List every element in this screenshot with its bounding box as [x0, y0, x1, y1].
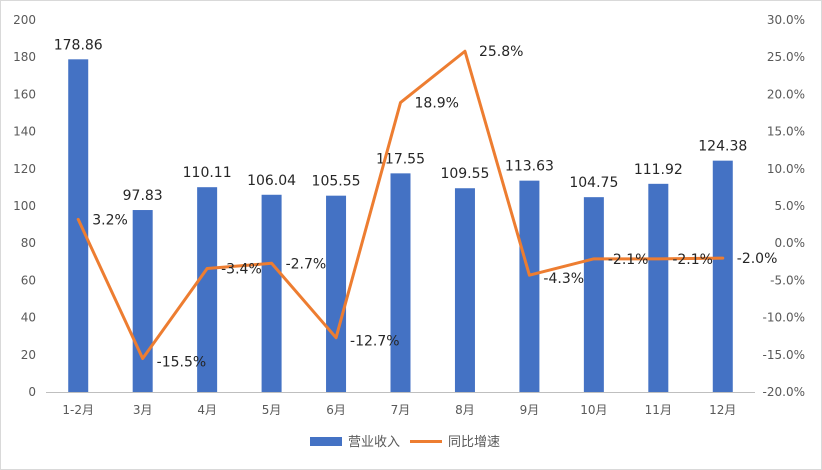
growth-line: [76, 49, 725, 361]
bar-value-label: 104.75: [569, 175, 618, 191]
x-tick-label: 7月: [391, 403, 411, 417]
bar-value-label: 124.38: [698, 139, 747, 155]
bar-value-label: 106.04: [247, 173, 296, 189]
left-tick-label: 140: [13, 125, 36, 139]
bar: [519, 180, 540, 392]
growth-value-label: 18.9%: [415, 96, 459, 112]
growth-value-label: 3.2%: [92, 212, 128, 228]
bar-value-label: 110.11: [183, 165, 232, 181]
bar-value-label: 105.55: [312, 174, 361, 190]
right-tick-label: 20.0%: [767, 87, 805, 101]
bar-value-label: 109.55: [440, 166, 489, 182]
bar: [712, 160, 733, 392]
left-tick-label: 20: [21, 348, 36, 362]
x-tick-label: 3月: [133, 403, 153, 417]
x-tick-label: 8月: [455, 403, 475, 417]
bar-data-labels: 178.86 97.83 110.11 106.04 105.55 117.55 109.5…: [54, 37, 748, 204]
bar-series: [68, 59, 733, 392]
left-tick-label: 120: [13, 162, 36, 176]
bar-value-label: 113.63: [505, 159, 554, 175]
bar-value-label: 117.55: [376, 151, 425, 167]
growth-value-label: -4.3%: [543, 271, 584, 287]
left-tick-label: 40: [21, 311, 36, 325]
bar: [454, 188, 475, 392]
bar: [197, 187, 218, 392]
right-tick-label: 25.0%: [767, 50, 805, 64]
x-tick-label: 12月: [709, 403, 736, 417]
right-tick-label: -5.0%: [770, 273, 805, 287]
line-data-labels: 3.2% -15.5% -3.4% -2.7% -12.7% 18.9% 25.8% -4.3…: [92, 44, 777, 370]
left-axis-ticks: 0 20 40 60 80 100 120 140 160 180 200: [13, 13, 36, 399]
growth-value-label: -3.4%: [221, 261, 262, 277]
x-tick-label: 4月: [197, 403, 217, 417]
growth-value-label: -2.1%: [672, 252, 713, 268]
left-tick-label: 60: [21, 273, 36, 287]
right-tick-label: -15.0%: [763, 348, 805, 362]
x-tick-label: 11月: [645, 403, 672, 417]
left-tick-label: 180: [13, 50, 36, 64]
bar: [68, 59, 89, 392]
legend-bar-swatch: [310, 437, 342, 446]
bar: [261, 194, 282, 392]
legend-bar-label: 营业收入: [348, 435, 400, 450]
bar-value-label: 178.86: [54, 37, 103, 53]
right-tick-label: 0.0%: [775, 236, 806, 250]
left-tick-label: 100: [13, 199, 36, 213]
left-tick-label: 200: [13, 13, 36, 27]
x-tick-label: 6月: [326, 403, 346, 417]
bar: [326, 195, 347, 392]
bar: [132, 210, 153, 392]
growth-value-label: -2.1%: [608, 252, 649, 268]
bar: [583, 197, 604, 392]
right-tick-label: -20.0%: [763, 385, 805, 399]
right-tick-label: 30.0%: [767, 13, 805, 27]
growth-value-label: 25.8%: [479, 44, 523, 60]
growth-value-label: -2.0%: [737, 251, 778, 267]
growth-value-label: -12.7%: [350, 334, 400, 350]
left-tick-label: 160: [13, 87, 36, 101]
x-tick-label: 5月: [262, 403, 282, 417]
legend: 营业收入 同比增速: [310, 435, 500, 450]
x-axis-ticks: 1-2月 3月 4月 5月 6月 7月 8月 9月 10月 11月 12月: [62, 403, 736, 417]
left-tick-label: 0: [28, 385, 36, 399]
right-axis-ticks: -20.0% -15.0% -10.0% -5.0% 0.0% 5.0% 10.0% 15.0…: [763, 13, 805, 399]
right-tick-label: -10.0%: [763, 311, 805, 325]
growth-value-label: -15.5%: [157, 355, 207, 371]
right-tick-label: 15.0%: [767, 125, 805, 139]
growth-value-label: -2.7%: [286, 256, 327, 272]
bar: [390, 173, 411, 392]
left-tick-label: 80: [21, 236, 36, 250]
x-tick-label: 9月: [520, 403, 540, 417]
bar-value-label: 97.83: [123, 188, 163, 204]
bar: [648, 183, 669, 392]
right-tick-label: 5.0%: [775, 199, 806, 213]
bar-value-label: 111.92: [634, 162, 683, 178]
x-tick-label: 1-2月: [62, 403, 94, 417]
right-tick-label: 10.0%: [767, 162, 805, 176]
x-tick-label: 10月: [580, 403, 607, 417]
legend-line-label: 同比增速: [448, 435, 500, 450]
